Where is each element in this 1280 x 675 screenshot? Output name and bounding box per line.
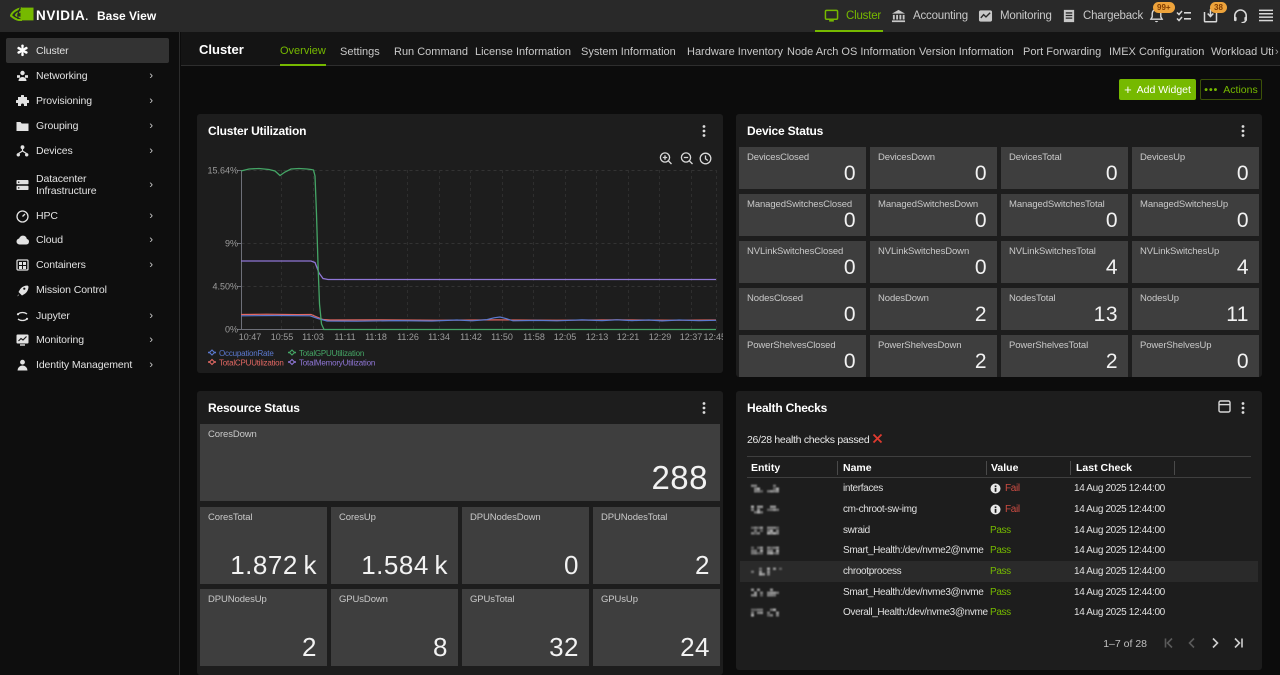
svg-text:12:21: 12:21	[617, 332, 640, 342]
svg-text:TotalCPUUtilization: TotalCPUUtilization	[219, 359, 284, 368]
svg-text:11:26: 11:26	[397, 332, 419, 342]
svg-text:12:13: 12:13	[586, 332, 609, 342]
svg-text:10:55: 10:55	[271, 332, 294, 342]
svg-text:12:29: 12:29	[649, 332, 672, 342]
svg-text:TotalGPUUtilization: TotalGPUUtilization	[299, 349, 364, 358]
svg-text:4.50%: 4.50%	[212, 282, 238, 292]
svg-text:11:58: 11:58	[523, 332, 545, 342]
svg-text:OccupationRate: OccupationRate	[219, 349, 274, 358]
svg-text:11:11: 11:11	[334, 332, 355, 342]
svg-text:11:18: 11:18	[365, 332, 387, 342]
svg-text:12:45: 12:45	[703, 332, 723, 342]
svg-text:12:37: 12:37	[680, 332, 703, 342]
svg-text:0%: 0%	[225, 325, 238, 335]
svg-text:11:50: 11:50	[491, 332, 513, 342]
svg-text:12:05: 12:05	[554, 332, 577, 342]
svg-text:TotalMemoryUtilization: TotalMemoryUtilization	[299, 359, 375, 368]
svg-text:15.64%: 15.64%	[207, 166, 238, 176]
svg-text:11:34: 11:34	[428, 332, 450, 342]
svg-text:11:03: 11:03	[302, 332, 324, 342]
svg-text:10:47: 10:47	[239, 332, 262, 342]
svg-text:11:42: 11:42	[460, 332, 482, 342]
svg-text:9%: 9%	[225, 239, 238, 249]
